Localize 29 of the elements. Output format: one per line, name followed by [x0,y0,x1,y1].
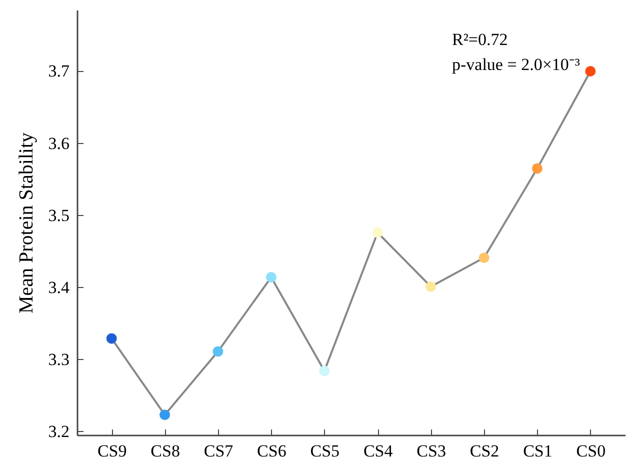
x-tick-label: CS1 [523,442,552,460]
point [106,333,117,344]
y-tick-label: 3.6 [48,134,70,153]
x-tick-label: CS4 [363,442,394,460]
x-tick-label: CS3 [416,442,446,460]
y-tick-label: 3.2 [48,422,70,441]
x-tick-label: CS7 [204,442,234,460]
y-tick-label: 3.7 [48,62,70,81]
point [266,272,276,282]
point [532,163,542,174]
point [319,366,330,376]
annotation: p-value = 2.0×10⁻³ [452,55,580,74]
y-axis-title: Mean Protein Stability [15,132,38,314]
annotation: R²=0.72 [452,30,508,49]
x-tick-label: CS9 [97,442,127,460]
point [585,66,596,76]
x-tick-label: CS6 [257,442,286,460]
y-tick-label: 3.4 [48,278,70,297]
y-tick-label: 3.5 [48,206,70,225]
y-tick-label: 3.3 [48,350,70,369]
point [372,227,383,238]
point [478,252,490,264]
x-tick-label: CS0 [576,442,606,460]
point [160,410,170,420]
x-tick-label: CS2 [470,442,500,460]
x-tick-label: CS8 [150,442,180,460]
x-tick-label: CS5 [310,442,340,460]
point [212,346,224,357]
point [426,281,436,292]
